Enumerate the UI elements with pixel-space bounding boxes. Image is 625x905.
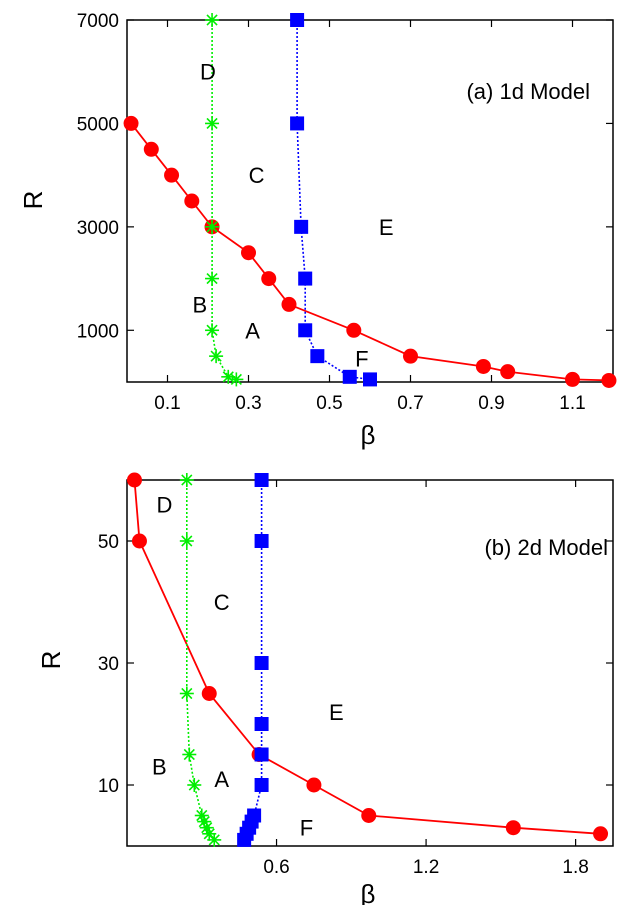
data-point: [164, 167, 180, 183]
data-point: [229, 372, 244, 387]
data-point: [199, 820, 214, 835]
x-tick-label: 1.2: [413, 857, 439, 878]
data-point: [593, 826, 609, 842]
x-axis-label: β: [361, 420, 376, 450]
y-tick-label: 3000: [77, 218, 119, 239]
region-label: C: [214, 590, 230, 615]
data-point: [290, 13, 305, 27]
series-asterisk: [179, 473, 222, 847]
series-line: [133, 479, 601, 835]
data-point: [475, 358, 491, 374]
data-point: [182, 747, 197, 762]
y-tick-label: 30: [98, 654, 119, 675]
series-line: [296, 20, 371, 381]
data-point: [126, 472, 142, 488]
region-label: E: [329, 700, 344, 725]
data-point: [197, 814, 212, 829]
region-label: D: [156, 492, 172, 517]
data-point: [363, 372, 377, 387]
data-point: [310, 349, 325, 364]
series-square: [237, 473, 269, 847]
data-point: [205, 323, 220, 338]
data-point: [281, 296, 297, 312]
y-tick-label: 50: [98, 532, 119, 553]
x-tick-label: 0.9: [478, 393, 504, 414]
data-point: [187, 778, 202, 792]
data-point: [346, 322, 362, 338]
series-asterisk: [205, 13, 244, 387]
data-point: [179, 686, 194, 701]
x-tick-label: 0.7: [397, 393, 423, 414]
y-axis-label: R: [36, 651, 66, 670]
data-point: [205, 116, 220, 131]
series-square: [290, 13, 377, 387]
data-point: [254, 747, 269, 762]
data-point: [254, 778, 269, 792]
data-point: [565, 371, 580, 387]
data-point: [306, 777, 322, 793]
data-point: [294, 219, 309, 234]
x-axis-label: β: [361, 879, 376, 905]
series-line: [211, 20, 237, 381]
panel-a: 0.1 0.3 0.5 0.7 0.9 1.1 1000 3000 5000 7000 β R (a) …: [18, 11, 617, 450]
x-tick-label: 0.1: [154, 393, 180, 414]
data-point: [184, 193, 200, 209]
y-tick-label: 7000: [77, 11, 119, 32]
data-point: [254, 473, 269, 487]
data-point: [505, 820, 521, 836]
x-tick-label: 1.8: [562, 857, 588, 878]
region-label: B: [152, 755, 167, 780]
series-line: [186, 480, 215, 841]
data-point: [254, 717, 269, 731]
y-tick-label: 1000: [77, 321, 119, 342]
y-tick-label: 5000: [77, 114, 119, 135]
region-label: F: [355, 347, 368, 372]
data-point: [361, 808, 377, 823]
data-point: [298, 271, 313, 286]
data-point: [201, 686, 217, 701]
data-point: [241, 245, 256, 261]
data-point: [205, 13, 220, 27]
data-point: [207, 832, 222, 847]
region-label: A: [245, 318, 260, 343]
data-point: [205, 219, 220, 234]
data-point: [237, 832, 252, 847]
data-point: [209, 349, 224, 364]
region-label: A: [214, 767, 229, 792]
data-point: [290, 116, 305, 131]
panel-title: (b) 2d Model: [484, 535, 608, 560]
region-label: D: [200, 60, 216, 85]
data-point: [179, 473, 194, 487]
region-label: E: [379, 215, 394, 240]
x-tick-label: 1.1: [559, 393, 585, 414]
region-label: B: [193, 292, 208, 317]
region-label: C: [249, 163, 265, 188]
data-point: [179, 534, 194, 548]
data-point: [298, 323, 313, 338]
data-point: [194, 808, 209, 823]
data-point: [254, 656, 269, 670]
x-tick-label: 0.3: [235, 393, 261, 414]
series-circle: [126, 472, 609, 842]
y-axis-label: R: [18, 191, 48, 210]
data-point: [254, 534, 269, 548]
panel-title: (a) 1d Model: [466, 79, 590, 104]
data-point: [131, 533, 147, 549]
panel-b: 0.6 1.2 1.8 10 30 50 β R (b) 2d Model D C E B A F: [36, 472, 614, 905]
series-circle: [123, 115, 617, 388]
x-tick-label: 0.6: [263, 857, 289, 878]
series-line: [130, 122, 610, 382]
data-point: [261, 271, 277, 287]
data-point: [143, 141, 159, 157]
data-point: [205, 271, 220, 286]
data-point: [342, 369, 357, 384]
x-tick-label: 0.5: [316, 393, 342, 414]
region-label: F: [300, 816, 313, 841]
y-tick-label: 10: [98, 776, 119, 797]
data-point: [500, 364, 516, 380]
data-point: [123, 115, 139, 131]
data-point: [403, 348, 418, 364]
data-point: [601, 372, 617, 388]
